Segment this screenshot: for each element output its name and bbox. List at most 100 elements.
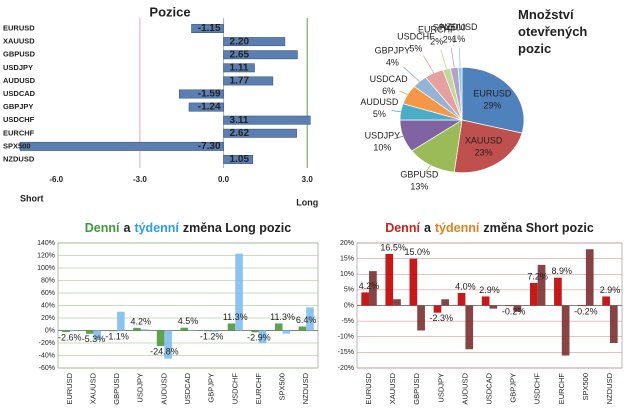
bar <box>306 307 314 331</box>
bar <box>251 330 259 333</box>
leader-line <box>458 47 461 68</box>
title-part: a <box>424 221 432 235</box>
leader-line <box>422 55 435 74</box>
slice-name: NZDUSD <box>440 22 478 32</box>
value-label: 2.9% <box>479 285 500 295</box>
value-label: 11.3% <box>223 312 248 322</box>
slice-name: GBPJPY <box>375 45 411 55</box>
category-label: GBPUSD <box>3 50 36 59</box>
bar <box>109 330 118 332</box>
value-label: -2.3% <box>430 313 454 323</box>
y-tick-label: 15% <box>340 255 354 262</box>
bar <box>188 102 224 112</box>
value-label: 4.2% <box>359 281 380 291</box>
value-label: 2.65 <box>230 49 250 60</box>
slice-value: 10% <box>373 142 391 152</box>
title-line: pozic <box>518 41 551 56</box>
value-label: 1.11 <box>230 62 249 73</box>
y-tick-label: -20% <box>338 365 354 372</box>
x-tick-label: USDJPY <box>136 373 145 403</box>
bar <box>441 299 450 306</box>
slice-value: 5% <box>409 43 422 53</box>
value-label: -1.1% <box>105 332 129 342</box>
bar <box>227 323 236 331</box>
bar <box>211 330 220 332</box>
y-tick-label: -5% <box>342 318 354 325</box>
bar <box>204 330 212 332</box>
leader-line <box>425 165 431 173</box>
bar <box>537 264 546 306</box>
slice-value: 29% <box>483 100 501 110</box>
slice-value: 5% <box>373 109 386 119</box>
title-part: Denní <box>385 221 420 235</box>
x-tick-label: EURUSD <box>364 372 373 404</box>
slice-value: 1% <box>452 34 465 44</box>
bar <box>433 305 442 313</box>
y-tick-label: 60% <box>41 290 55 297</box>
category-label: EURUSD <box>3 24 35 33</box>
x-tick-label: SPX500 <box>278 373 287 401</box>
x-tick-label: USDCHF <box>230 373 239 405</box>
slice-name: GBPUSD <box>400 170 439 180</box>
category-label: XAUUSD <box>3 37 35 46</box>
x-tick-label: USDCHF <box>533 373 542 405</box>
value-label: 1.77 <box>230 76 250 87</box>
category-label: NZDUSD <box>3 154 35 163</box>
value-label: 4.2% <box>130 316 151 326</box>
category-label: EURCHF <box>3 128 35 137</box>
pie-slice <box>461 66 525 134</box>
bar <box>369 271 377 306</box>
y-tick-label: 0% <box>45 327 55 334</box>
bar <box>223 76 274 86</box>
value-label: -2.6% <box>58 333 82 343</box>
title-part: Denní <box>85 221 120 235</box>
y-tick-label: 140% <box>37 240 55 247</box>
y-tick-label: 5% <box>344 287 354 294</box>
leader-line <box>394 135 404 140</box>
value-label: -2.9% <box>247 333 271 343</box>
title-line: Množství <box>518 7 574 22</box>
slice-name: EURCHF <box>418 25 456 35</box>
slice-value: 2% <box>443 35 456 45</box>
value-label: 16.5% <box>380 242 406 252</box>
category-label: SPX500 <box>3 141 31 150</box>
chart-title: Denní a týdenní změna Short pozic <box>385 221 594 235</box>
bar <box>481 296 490 306</box>
slice-value: 6% <box>382 86 395 96</box>
category-label: USDCHF <box>3 115 35 124</box>
slice-value: 13% <box>410 182 428 192</box>
bar <box>19 141 224 151</box>
leader-line <box>450 48 455 68</box>
bar <box>282 330 291 334</box>
y-tick-label: 20% <box>41 315 55 322</box>
slice-name: USDCHF <box>397 31 435 41</box>
value-label: -0.2% <box>502 307 526 317</box>
slice-name: USDCAD <box>370 74 409 84</box>
title-part: týdenní <box>134 221 179 235</box>
bar <box>178 89 224 99</box>
bar <box>69 330 78 332</box>
slice-name: EURUSD <box>473 88 512 98</box>
leader-line <box>391 110 401 113</box>
y-tick-label: 100% <box>37 265 55 272</box>
bar <box>258 330 267 343</box>
leader-line <box>440 49 447 70</box>
bar <box>191 24 224 33</box>
bar <box>140 329 149 331</box>
value-label: 4.0% <box>455 281 476 291</box>
value-label: -1.24 <box>198 102 221 113</box>
bar <box>385 253 394 306</box>
bar <box>505 305 514 307</box>
bar <box>180 327 188 331</box>
value-label: -1.59 <box>198 89 221 100</box>
x-tick-label: 3.0 <box>302 175 314 184</box>
y-tick-label: -40% <box>39 352 55 359</box>
value-label: -24.8% <box>150 346 179 356</box>
x-tick-label: AUDUSD <box>159 372 168 404</box>
value-label: -0.2% <box>574 307 598 317</box>
bar <box>188 329 196 331</box>
y-tick-label: 20% <box>340 240 354 247</box>
bar <box>223 155 254 164</box>
title-part: týdenní <box>435 221 480 235</box>
slice-name: USDJPY <box>365 130 401 140</box>
